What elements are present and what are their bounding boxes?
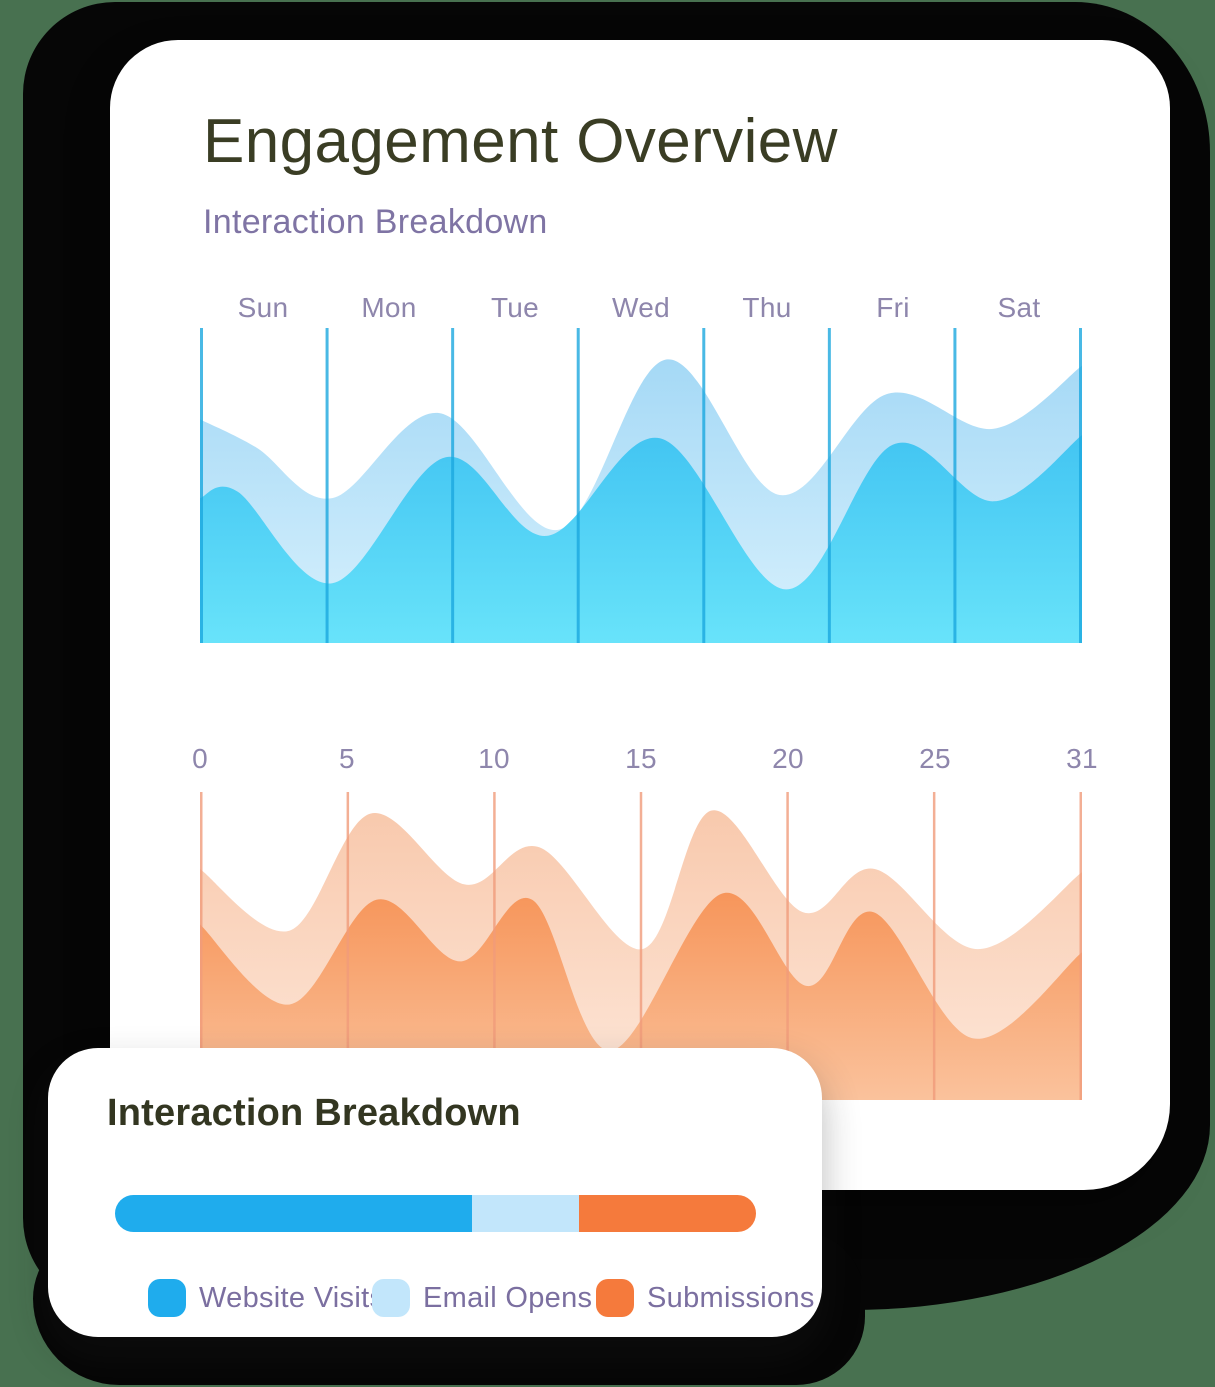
monthly-x-axis-labels: 0 5 10 15 20 25 31 [192, 743, 1098, 777]
weekly-area-chart [200, 328, 1082, 643]
legend-item-submissions: Submissions [596, 1279, 815, 1317]
bar-segment-1 [472, 1195, 580, 1232]
weekly-x-axis-labels: Sun Mon Tue Wed Thu Fri Sat [200, 292, 1082, 326]
legend: Website Visits Email Opens Submissions [48, 1279, 822, 1317]
website-visits-swatch-icon [148, 1279, 186, 1317]
email-opens-swatch-icon [372, 1279, 410, 1317]
chart-subtitle: Interaction Breakdown [203, 203, 548, 241]
legend-label: Submissions [647, 1281, 815, 1314]
axis-tick-label: Sun [237, 292, 289, 323]
axis-tick-label: 20 [772, 743, 804, 774]
legend-item-email-opens: Email Opens [372, 1279, 592, 1317]
axis-tick-label: 0 [192, 743, 208, 774]
axis-tick-label: 10 [478, 743, 510, 774]
engagement-overview-card: Engagement Overview Interaction Breakdow… [110, 40, 1170, 1190]
axis-tick-label: Wed [612, 292, 670, 323]
axis-tick-label: 31 [1066, 743, 1098, 774]
page-title: Engagement Overview [203, 107, 838, 176]
axis-tick-label: 15 [625, 743, 657, 774]
legend-label: Email Opens [423, 1281, 593, 1314]
axis-tick-label: 25 [919, 743, 951, 774]
interaction-stacked-bar [115, 1195, 756, 1232]
axis-tick-label: Tue [490, 292, 540, 323]
breakdown-title: Interaction Breakdown [107, 1092, 521, 1134]
axis-tick-label: Fri [876, 292, 910, 323]
axis-tick-label: Mon [361, 292, 417, 323]
area-series-1 [200, 435, 1082, 643]
axis-tick-label: Sat [997, 292, 1041, 323]
interaction-breakdown-card: Interaction Breakdown Website Visits Ema… [48, 1048, 822, 1337]
axis-tick-label: 5 [339, 743, 355, 774]
submissions-swatch-icon [596, 1279, 634, 1317]
axis-tick-label: Thu [742, 292, 792, 323]
legend-item-website-visits: Website Visits [148, 1279, 384, 1317]
bar-segment-0 [115, 1195, 473, 1232]
legend-label: Website Visits [199, 1281, 385, 1314]
bar-segment-2 [579, 1195, 756, 1232]
